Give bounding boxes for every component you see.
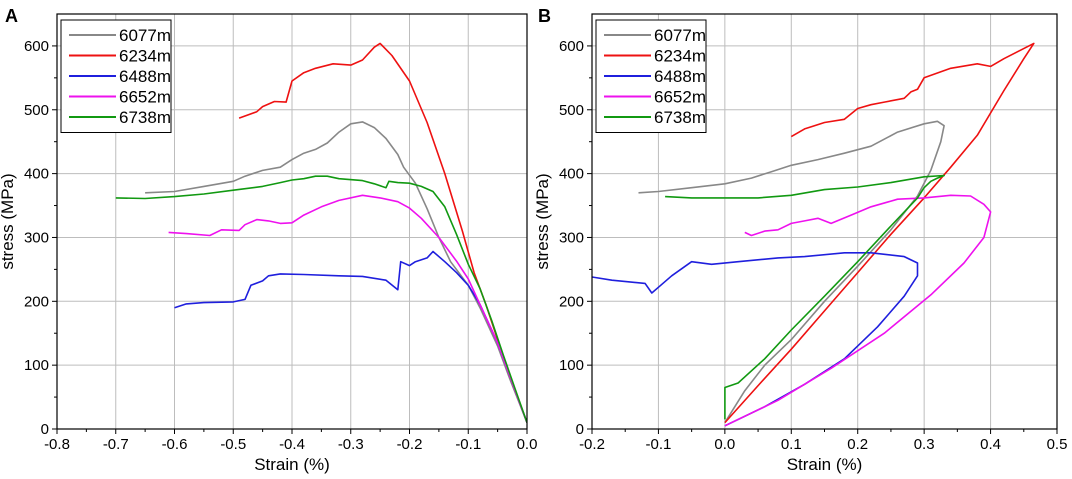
y-tick-label: 0 [41, 421, 49, 438]
panel-b: B -0.2 -0.1 0.0 0.1 0.2 0.3 0.4 0.5 0 100 200 300 400… [533, 6, 1067, 474]
legend-label-6738m: 6738m [119, 108, 171, 127]
legend-label-6234m: 6234m [654, 47, 706, 66]
legend-label-6652m: 6652m [119, 88, 171, 107]
series-line-6234m [724, 42, 1035, 424]
y-tick-label: 200 [24, 293, 49, 310]
series-line-6738m [115, 175, 527, 423]
x-tick-label: 0.1 [781, 436, 802, 453]
series-line-6652m [168, 194, 527, 423]
series-line-6488m [592, 252, 919, 427]
x-tick-label: -0.8 [44, 436, 70, 453]
y-tick-label: 100 [24, 357, 49, 374]
x-tick-label: -0.1 [455, 436, 481, 453]
legend-label-6738m: 6738m [654, 108, 706, 127]
y-tick-label: 500 [24, 102, 49, 119]
y-tick-label: 200 [559, 293, 584, 310]
legend-label-6652m: 6652m [654, 88, 706, 107]
x-tick-label: 0.0 [517, 436, 538, 453]
series-line-6077m [145, 121, 527, 423]
x-tick-label: 0.0 [714, 436, 735, 453]
y-tick-label: 400 [24, 166, 49, 183]
series-line-6077m [638, 120, 945, 424]
panel-letter: B [538, 6, 551, 26]
x-tick-label: -0.2 [397, 436, 423, 453]
x-tick-label: 0.3 [914, 436, 935, 453]
x-tick-label: -0.2 [579, 436, 605, 453]
panel-letter: A [5, 6, 18, 26]
legend-label-6488m: 6488m [654, 67, 706, 86]
series-line-6652m [724, 194, 992, 427]
x-tick-label: -0.4 [279, 436, 305, 453]
x-tick-label: -0.7 [103, 436, 129, 453]
legend-label-6234m: 6234m [119, 47, 171, 66]
y-axis-title: stress (MPa) [533, 173, 552, 269]
series-line-6738m [665, 174, 945, 420]
x-tick-label: 0.4 [980, 436, 1001, 453]
y-tick-label: 600 [559, 38, 584, 55]
y-tick-label: 0 [576, 421, 584, 438]
x-axis-title: Strain (%) [254, 455, 330, 474]
y-tick-label: 300 [24, 229, 49, 246]
series-line-6488m [174, 250, 527, 423]
x-tick-label: -0.6 [162, 436, 188, 453]
legend-label-6077m: 6077m [654, 26, 706, 45]
y-axis-title: stress (MPa) [0, 173, 17, 269]
series-line-6234m [238, 42, 527, 423]
x-tick-label: -0.3 [338, 436, 364, 453]
y-tick-label: 300 [559, 229, 584, 246]
legend-label-6077m: 6077m [119, 26, 171, 45]
x-axis-title: Strain (%) [787, 455, 863, 474]
x-tick-label: 0.5 [1047, 436, 1068, 453]
x-tick-label: 0.2 [847, 436, 868, 453]
panel-a: A -0.8 -0.7 -0.6 -0.5 -0.4 -0.3 -0.2 -0.1 0.0 0 100… [0, 6, 537, 474]
x-tick-label: -0.5 [220, 436, 246, 453]
x-tick-label: -0.1 [645, 436, 671, 453]
y-tick-label: 600 [24, 38, 49, 55]
y-tick-label: 400 [559, 166, 584, 183]
y-tick-label: 100 [559, 357, 584, 374]
y-tick-label: 500 [559, 102, 584, 119]
legend-label-6488m: 6488m [119, 67, 171, 86]
